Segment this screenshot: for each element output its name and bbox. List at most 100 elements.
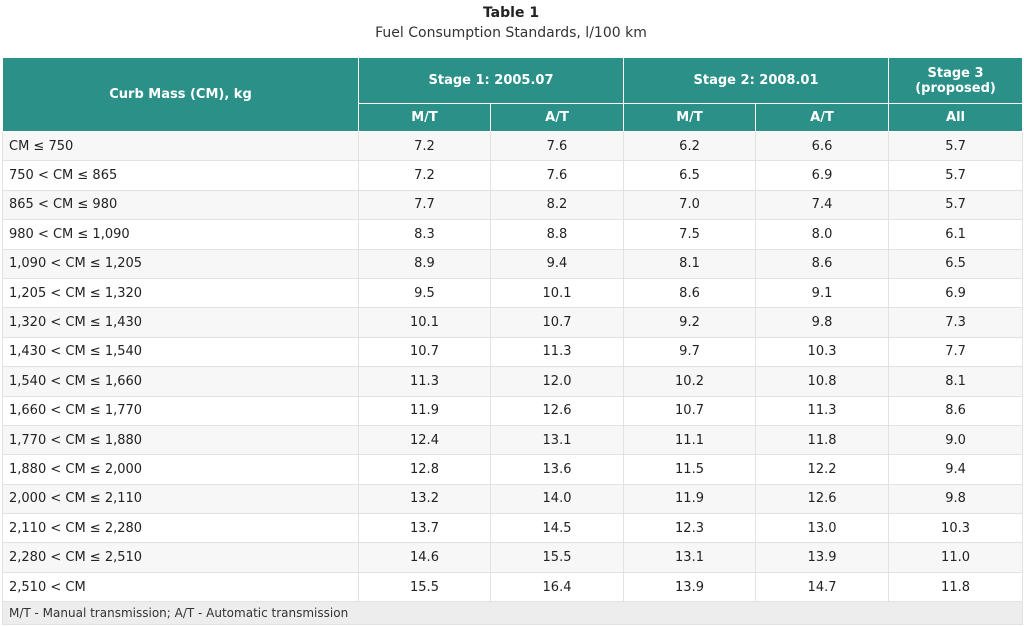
cell-stage2-at: 11.3: [755, 395, 890, 426]
cell-stage1-at: 13.6: [489, 454, 625, 485]
header-stage3-all: All: [888, 103, 1024, 132]
cell-stage1-at: 8.8: [489, 219, 625, 250]
table-row: 1,320 < CM ≤ 1,430 10.1 10.7 9.2 9.8 7.3: [2, 307, 1024, 338]
header-stage2: Stage 2: 2008.01: [623, 57, 890, 104]
table-subtitle: Fuel Consumption Standards, l/100 km: [375, 25, 647, 41]
cell-stage1-at: 12.6: [489, 395, 625, 426]
cell-stage3: 11.8: [888, 571, 1024, 603]
cell-stage1-mt: 7.2: [358, 130, 491, 162]
table-row: 1,660 < CM ≤ 1,770 11.9 12.6 10.7 11.3 8.6: [2, 395, 1024, 426]
cell-stage1-mt: 11.3: [358, 366, 491, 397]
cell-stage2-mt: 11.9: [623, 483, 757, 515]
table-footnote: M/T - Manual transmission; A/T - Automat…: [1, 601, 1024, 626]
cell-stage1-mt: 7.2: [358, 160, 491, 191]
cell-stage3: 9.8: [888, 483, 1024, 515]
cell-stage2-mt: 8.1: [623, 248, 757, 279]
cell-stage1-mt: 12.8: [358, 454, 491, 485]
cell-stage2-at: 8.0: [755, 219, 890, 250]
cell-stage2-at: 8.6: [755, 248, 890, 279]
cell-stage2-mt: 9.2: [623, 307, 757, 338]
cell-stage1-at: 11.3: [489, 336, 625, 368]
header-stage3: Stage 3 (proposed): [888, 57, 1024, 104]
header-stage2-at: A/T: [755, 103, 890, 132]
cell-stage1-at: 12.0: [489, 366, 625, 397]
cell-stage2-at: 13.0: [755, 513, 890, 544]
table-row: 2,110 < CM ≤ 2,280 13.7 14.5 12.3 13.0 10.3: [2, 513, 1024, 544]
cell-stage2-mt: 9.7: [623, 336, 757, 368]
cell-stage1-mt: 7.7: [358, 189, 491, 221]
cell-curb-mass: CM ≤ 750: [2, 130, 359, 162]
cell-curb-mass: 1,090 < CM ≤ 1,205: [2, 248, 359, 279]
cell-stage2-mt: 6.2: [623, 130, 757, 162]
cell-stage1-mt: 10.1: [358, 307, 491, 338]
cell-stage3: 6.9: [888, 277, 1024, 309]
table-row: 1,430 < CM ≤ 1,540 10.7 11.3 9.7 10.3 7.7: [2, 336, 1024, 368]
cell-stage1-at: 14.5: [489, 513, 625, 544]
cell-curb-mass: 1,880 < CM ≤ 2,000: [2, 454, 359, 485]
cell-curb-mass: 1,660 < CM ≤ 1,770: [2, 395, 359, 426]
table-row: 2,510 < CM 15.5 16.4 13.9 14.7 11.8: [2, 571, 1024, 603]
table-row: 2,000 < CM ≤ 2,110 13.2 14.0 11.9 12.6 9.8: [2, 483, 1024, 515]
header-stage3-line1: Stage 3: [927, 65, 984, 81]
cell-curb-mass: 1,205 < CM ≤ 1,320: [2, 277, 359, 309]
cell-stage2-at: 10.3: [755, 336, 890, 368]
header-stage1-at: A/T: [489, 103, 625, 132]
cell-curb-mass: 2,110 < CM ≤ 2,280: [2, 513, 359, 544]
cell-stage2-at: 14.7: [755, 571, 890, 603]
table-title: Table 1: [482, 5, 540, 21]
table-row: 1,880 < CM ≤ 2,000 12.8 13.6 11.5 12.2 9.4: [2, 454, 1024, 485]
cell-curb-mass: 750 < CM ≤ 865: [2, 160, 359, 191]
cell-stage1-at: 13.1: [489, 424, 625, 456]
cell-stage1-mt: 12.4: [358, 424, 491, 456]
table-row: 1,090 < CM ≤ 1,205 8.9 9.4 8.1 8.6 6.5: [2, 248, 1024, 279]
cell-stage2-at: 9.1: [755, 277, 890, 309]
cell-stage1-at: 16.4: [489, 571, 625, 603]
cell-stage2-mt: 11.5: [623, 454, 757, 485]
cell-stage1-mt: 8.9: [358, 248, 491, 279]
cell-curb-mass: 2,000 < CM ≤ 2,110: [2, 483, 359, 515]
table-body: CM ≤ 750 7.2 7.6 6.2 6.6 5.7 750 < CM ≤ 865 7.2…: [2, 130, 1024, 603]
cell-stage2-at: 12.2: [755, 454, 890, 485]
cell-stage2-mt: 11.1: [623, 424, 757, 456]
cell-stage3: 5.7: [888, 189, 1024, 221]
cell-stage1-mt: 11.9: [358, 395, 491, 426]
cell-stage1-at: 10.1: [489, 277, 625, 309]
cell-stage1-at: 14.0: [489, 483, 625, 515]
cell-stage2-mt: 10.7: [623, 395, 757, 426]
cell-stage2-at: 6.6: [755, 130, 890, 162]
cell-stage3: 9.0: [888, 424, 1024, 456]
header-stage1-mt: M/T: [358, 103, 491, 132]
table-row: 2,280 < CM ≤ 2,510 14.6 15.5 13.1 13.9 11.0: [2, 542, 1024, 573]
cell-stage2-at: 11.8: [755, 424, 890, 456]
cell-stage1-at: 9.4: [489, 248, 625, 279]
cell-stage1-mt: 9.5: [358, 277, 491, 309]
cell-stage3: 6.1: [888, 219, 1024, 250]
cell-stage2-mt: 13.9: [623, 571, 757, 603]
cell-stage1-mt: 10.7: [358, 336, 491, 368]
cell-curb-mass: 1,320 < CM ≤ 1,430: [2, 307, 359, 338]
cell-stage1-at: 7.6: [489, 130, 625, 162]
cell-stage3: 5.7: [888, 130, 1024, 162]
cell-stage2-mt: 12.3: [623, 513, 757, 544]
cell-stage2-at: 7.4: [755, 189, 890, 221]
cell-stage3: 5.7: [888, 160, 1024, 191]
cell-stage3: 11.0: [888, 542, 1024, 573]
table-row: 1,205 < CM ≤ 1,320 9.5 10.1 8.6 9.1 6.9: [2, 277, 1024, 309]
cell-stage2-mt: 7.5: [623, 219, 757, 250]
cell-stage1-mt: 13.7: [358, 513, 491, 544]
header-stage1: Stage 1: 2005.07: [357, 57, 625, 104]
table-row: 865 < CM ≤ 980 7.7 8.2 7.0 7.4 5.7: [2, 189, 1024, 221]
cell-stage1-mt: 14.6: [358, 542, 491, 573]
cell-curb-mass: 980 < CM ≤ 1,090: [2, 219, 359, 250]
cell-stage2-at: 13.9: [755, 542, 890, 573]
cell-stage3: 7.3: [888, 307, 1024, 338]
table-row: CM ≤ 750 7.2 7.6 6.2 6.6 5.7: [2, 130, 1024, 162]
cell-curb-mass: 865 < CM ≤ 980: [2, 189, 359, 221]
cell-stage1-mt: 13.2: [358, 483, 491, 515]
cell-stage3: 6.5: [888, 248, 1024, 279]
cell-stage2-mt: 13.1: [623, 542, 757, 573]
cell-stage1-mt: 15.5: [358, 571, 491, 603]
cell-curb-mass: 2,280 < CM ≤ 2,510: [2, 542, 359, 573]
header-curb-mass: Curb Mass (CM), kg: [2, 57, 359, 132]
header-stage3-line2: (proposed): [915, 80, 996, 96]
